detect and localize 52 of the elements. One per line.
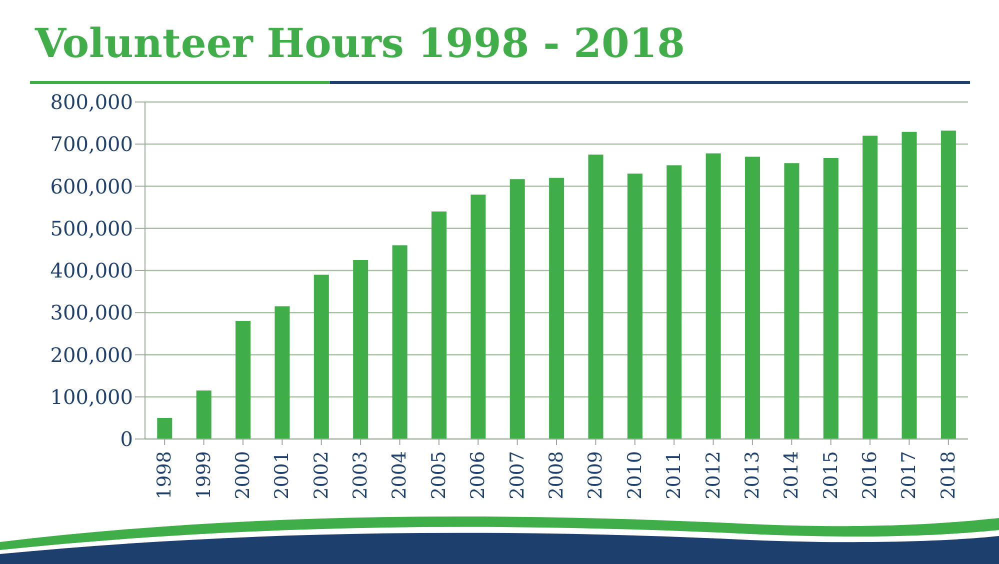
bar <box>510 179 525 439</box>
bar <box>314 274 329 439</box>
bar <box>940 130 956 439</box>
chart-title: Volunteer Hours 1998 - 2018 <box>35 20 685 67</box>
x-tick-label: 2007 <box>506 451 528 500</box>
bar <box>236 321 251 439</box>
x-tick-label: 2010 <box>624 451 646 500</box>
bar <box>588 154 604 439</box>
bar <box>823 158 838 439</box>
x-tick-label: 2017 <box>898 451 920 500</box>
x-tick-label: 2011 <box>663 451 686 500</box>
bar <box>745 156 760 439</box>
x-tick-label: 2009 <box>584 451 607 500</box>
bar <box>196 390 212 439</box>
y-tick-label: 500,000 <box>50 216 133 240</box>
x-tick-label: 2012 <box>702 451 724 500</box>
bar <box>157 418 172 439</box>
y-tick-label: 300,000 <box>50 300 133 325</box>
x-tick-label: 2001 <box>271 451 294 500</box>
x-tick-label: 2018 <box>937 451 960 500</box>
x-tick-label: 2008 <box>546 451 568 500</box>
bar <box>353 260 368 439</box>
x-tick-label: 2004 <box>388 451 411 500</box>
x-tick-label: 2014 <box>780 451 803 500</box>
x-tick-label: 2005 <box>428 451 450 500</box>
bar <box>902 132 917 439</box>
y-tick-label: 600,000 <box>50 174 133 198</box>
x-tick-label: 2003 <box>350 451 372 500</box>
y-tick-label: 100,000 <box>50 384 133 409</box>
x-tick-label: 2002 <box>310 451 332 500</box>
y-tick-label: 400,000 <box>50 258 133 283</box>
bar <box>392 245 408 439</box>
bar <box>706 153 721 439</box>
y-tick-label: 700,000 <box>50 132 133 156</box>
bar <box>627 174 642 439</box>
x-tick-label: 2016 <box>859 451 882 500</box>
bar <box>666 165 682 439</box>
bar <box>784 163 800 439</box>
bar <box>549 178 564 439</box>
x-tick-label: 2015 <box>820 451 842 500</box>
x-tick-label: 2006 <box>467 451 490 500</box>
y-tick-label: 800,000 <box>50 90 133 114</box>
bar <box>470 194 486 439</box>
bar <box>862 136 878 439</box>
x-tick-label: 1999 <box>192 451 215 500</box>
y-tick-label: 0 <box>120 427 133 452</box>
x-tick-label: 2000 <box>232 451 254 500</box>
x-tick-label: 2013 <box>741 451 764 500</box>
bar <box>431 212 446 439</box>
x-tick-label: 1998 <box>154 451 176 500</box>
bar <box>274 306 290 439</box>
y-tick-label: 200,000 <box>50 342 133 367</box>
